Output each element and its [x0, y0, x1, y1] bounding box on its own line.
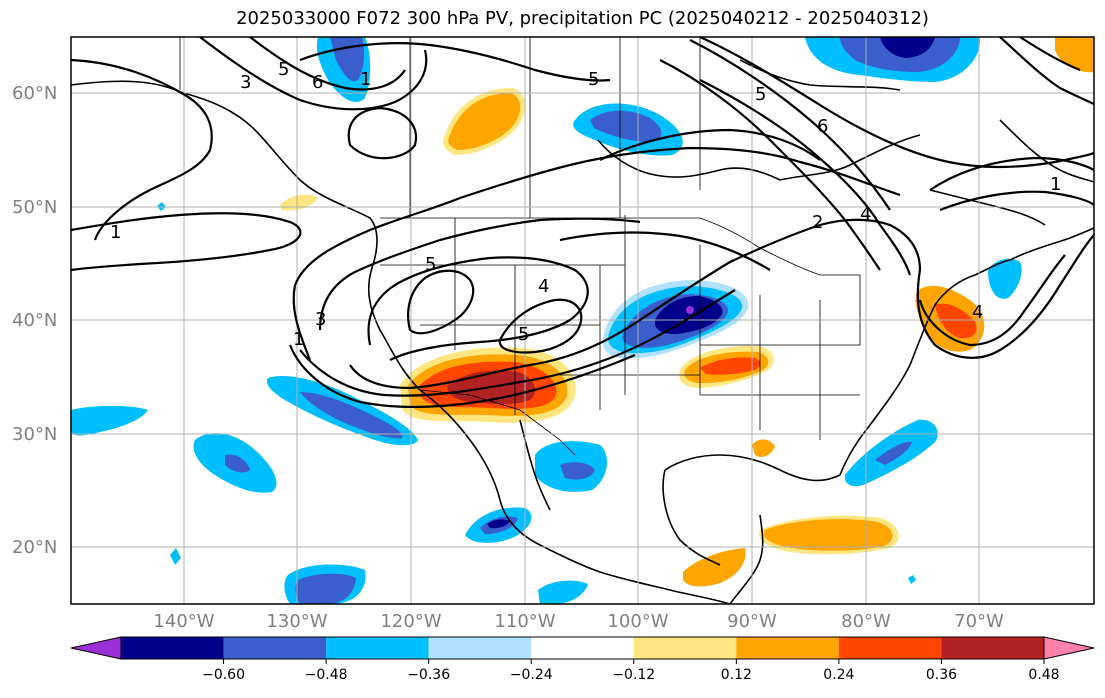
lat-label: 60°N: [12, 83, 57, 104]
colorbar: −0.60 −0.48 −0.36 −0.24 −0.12 0.12 0.24 0.36 0.4…: [70, 636, 1095, 683]
pv-label: 5: [278, 59, 289, 80]
precip-negative-canada: [590, 110, 662, 142]
pv-label: 1: [110, 222, 121, 243]
colorbar-tick-label: 0.12: [721, 667, 752, 683]
coastlines: [70, 59, 1095, 605]
lat-label: 40°N: [12, 310, 57, 331]
lat-label: 30°N: [12, 424, 57, 445]
precip-negative-pacific: [300, 392, 403, 439]
colorbar-swatch: [223, 637, 327, 659]
precip-negative-pacific: [170, 548, 181, 565]
pv-label: 5: [425, 254, 436, 275]
precip-positive-caribbean: [752, 439, 775, 457]
colorbar-tick-label: −0.24: [510, 667, 553, 683]
colorbar-swatch: [838, 637, 942, 659]
lon-label: 90°W: [727, 611, 777, 632]
precip-negative-pacific: [487, 519, 510, 529]
pv-label: 1: [293, 329, 304, 350]
colorbar-swatch: [326, 637, 429, 659]
pv-label: 4: [972, 302, 983, 323]
pv-label: 5: [755, 84, 766, 105]
colorbar-swatch: [428, 637, 532, 659]
precip-negative-midwest: [655, 296, 723, 335]
lon-label: 140°W: [153, 611, 214, 632]
pv-label: 3: [240, 72, 251, 93]
precip-negative-arctic: [880, 37, 935, 58]
pv-label: 5: [588, 69, 599, 90]
precip-negative-midwest: [686, 306, 694, 314]
precip-negative-newengland: [988, 258, 1022, 299]
precip-positive-midatlantic: [935, 303, 977, 339]
pv-label: 6: [817, 116, 828, 137]
colorbar-swatch: [121, 637, 224, 659]
lon-label: 130°W: [266, 611, 327, 632]
longitude-labels: 140°W 130°W 120°W 110°W 100°W 90°W 80°W …: [153, 611, 1004, 632]
colorbar-swatch: [736, 637, 839, 659]
colorbar-tick-label: 0.48: [1028, 667, 1059, 683]
precip-negative-pacific: [538, 580, 588, 604]
colorbar-extend-low: [70, 636, 122, 660]
graticule: [71, 37, 1094, 604]
pv-label: 4: [538, 276, 549, 297]
precip-negative-pacific: [225, 454, 250, 473]
lon-label: 100°W: [607, 611, 668, 632]
precip-positive-canada: [448, 93, 521, 150]
pv-contours: [70, 35, 1095, 409]
pv-label: 3: [315, 309, 326, 330]
lon-label: 80°W: [841, 611, 891, 632]
colorbar-tick-label: −0.12: [612, 667, 655, 683]
precip-positive-caribbean: [683, 548, 746, 587]
lat-label: 50°N: [12, 197, 57, 218]
pv-label: 6: [312, 72, 323, 93]
colorbar-frame: [120, 636, 1045, 660]
pv-label: 1: [360, 69, 371, 90]
lon-label: 120°W: [380, 611, 441, 632]
precip-positive-tennessee: [700, 357, 761, 375]
precip-negative-atlantic: [875, 441, 912, 465]
pv-label: 5: [518, 324, 529, 345]
lon-label: 70°W: [954, 611, 1004, 632]
map-title: 2025033000 F072 300 hPa PV, precipitatio…: [236, 8, 929, 29]
colorbar-extend-high: [1043, 636, 1095, 660]
pv-contour-labels: 1 1 1 1 2 3 3 4 4 4 5 5 5 5 5 6 6: [110, 59, 1061, 350]
colorbar-swatch: [941, 637, 1044, 659]
colorbar-swatch: [633, 637, 737, 659]
precip-negative-pacific: [295, 573, 356, 604]
colorbar-tick-label: −0.48: [305, 667, 348, 683]
precip-positive-caribbean: [763, 519, 893, 551]
colorbar-tick-label: −0.36: [407, 667, 450, 683]
pv-label: 4: [860, 204, 871, 225]
precip-negative-pacific: [560, 462, 595, 480]
latitude-labels: 60°N 50°N 40°N 30°N 20°N: [12, 83, 57, 558]
map-frame: [70, 36, 1095, 605]
colorbar-tick-label: −0.60: [202, 667, 245, 683]
colorbar-swatch: [531, 637, 634, 659]
precip-positive-arctic: [1055, 37, 1094, 73]
precip-negative-pacific: [71, 405, 148, 436]
lat-label: 20°N: [12, 537, 57, 558]
pv-label: 1: [1050, 174, 1061, 195]
colorbar-tick-label: 0.24: [823, 667, 854, 683]
pv-label: 2: [812, 212, 823, 233]
precip-negative-small: [908, 575, 916, 584]
lon-label: 110°W: [494, 611, 555, 632]
colorbar-tick-label: 0.36: [926, 667, 957, 683]
borders: [179, 37, 861, 456]
